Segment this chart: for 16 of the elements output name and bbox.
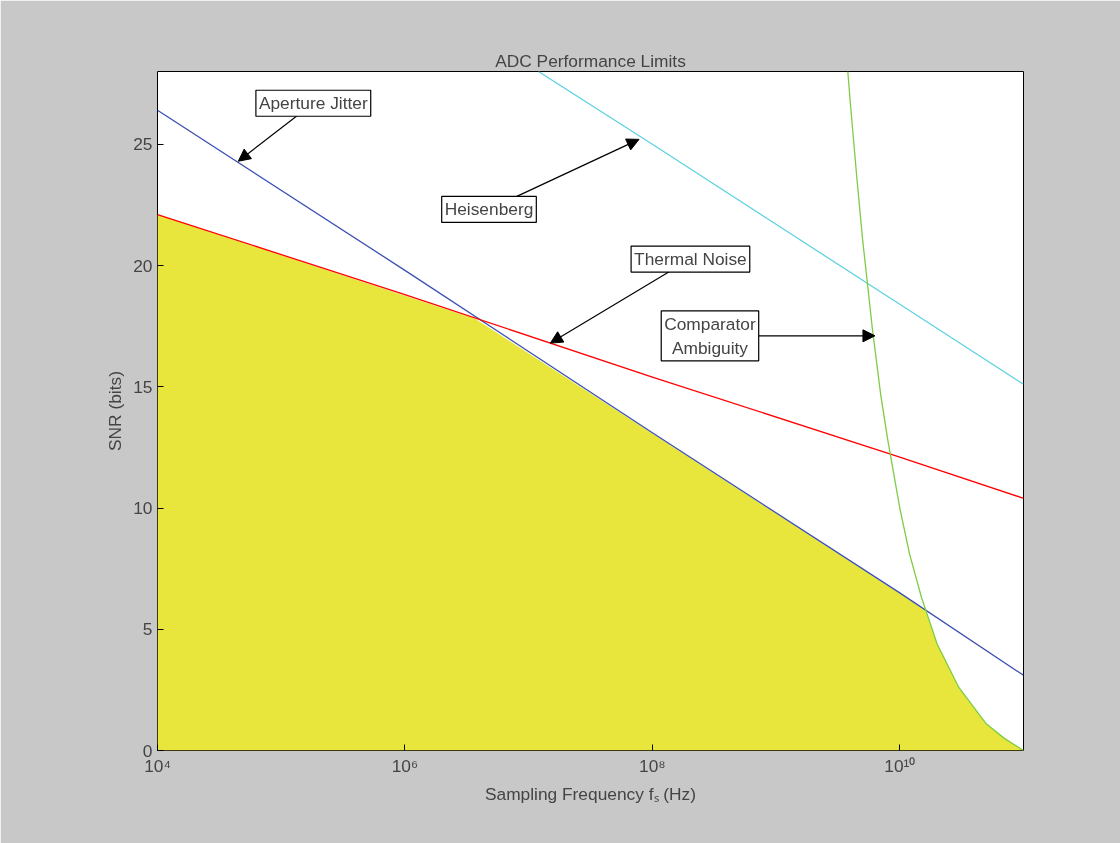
y-tick-label: 5: [142, 619, 153, 640]
x-axis-title: Sampling Frequency fₛ (Hz): [484, 783, 697, 804]
annotation: Comparator Ambiguity: [664, 313, 756, 358]
y-tick-label: 0: [142, 740, 153, 761]
chart-title: ADC Performance Limits: [495, 50, 687, 71]
y-tick-label: 10: [133, 498, 153, 518]
x-tick-label: 10⁸: [639, 755, 666, 776]
annotation: Thermal Noise: [634, 249, 747, 270]
y-tick-label: 20: [133, 255, 153, 276]
annotation: Aperture Jitter: [258, 93, 368, 114]
x-tick-label: 10⁶: [391, 755, 419, 776]
annotation: Heisenberg: [444, 199, 534, 220]
y-axis-title: SNR (bits): [105, 371, 126, 451]
y-tick-label: 15: [133, 376, 153, 397]
y-tick-label: 25: [133, 134, 153, 155]
x-tick-label: 10¹⁰: [884, 755, 916, 776]
